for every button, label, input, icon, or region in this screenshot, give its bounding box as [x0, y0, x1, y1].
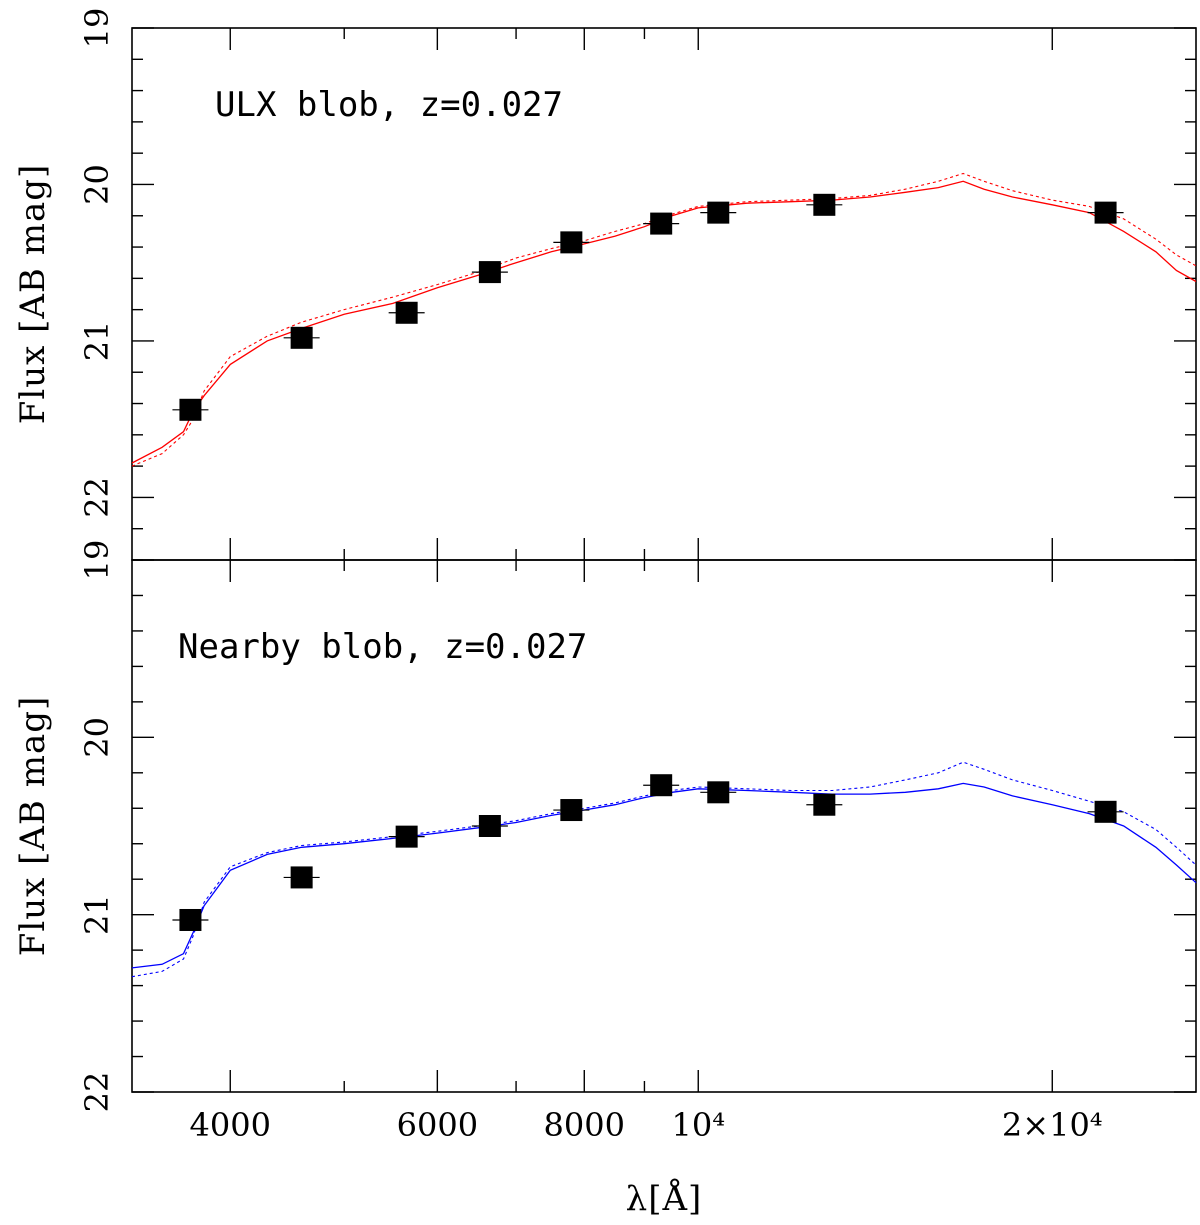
top-model-sed-dotted — [131, 172, 1197, 467]
point-marker — [179, 398, 202, 421]
x-tick-label: 8000 — [544, 1106, 625, 1144]
photometry-point — [553, 231, 590, 254]
point-marker — [560, 231, 583, 254]
photometry-point — [283, 326, 320, 349]
y-tick-label: 20 — [78, 717, 116, 758]
photometry-point — [643, 212, 680, 235]
photometry-point — [172, 908, 209, 931]
photometry-point — [553, 799, 590, 822]
bottom-panel-frame — [131, 559, 1197, 1093]
y-tick-label: 19 — [78, 540, 116, 581]
x-tick-label: 6000 — [397, 1106, 478, 1144]
y-tick-label: 19 — [78, 8, 116, 49]
point-marker — [290, 866, 313, 889]
point-marker — [1094, 800, 1117, 823]
photometry-point — [283, 866, 320, 889]
bottom-y-axis-title: Flux [AB mag] — [13, 696, 53, 957]
y-tick-label: 21 — [78, 894, 116, 935]
point-marker — [478, 261, 501, 284]
photometry-point — [471, 815, 508, 837]
point-marker — [395, 825, 418, 848]
photometry-point — [1087, 201, 1124, 224]
x-axis-title: λ[Å] — [626, 1178, 703, 1219]
point-marker — [179, 908, 202, 931]
photometry-point — [172, 398, 209, 421]
photometry-point — [643, 774, 680, 797]
point-marker — [1094, 201, 1117, 224]
photometry-point — [471, 261, 508, 284]
point-marker — [650, 774, 673, 797]
top-panel-annotation: ULX blob, z=0.027 — [215, 85, 563, 125]
model-curve-dotted — [131, 172, 1197, 467]
point-marker — [395, 301, 418, 324]
y-tick-label: 22 — [78, 477, 116, 518]
photometry-point — [806, 793, 843, 816]
y-tick-label: 21 — [78, 321, 116, 362]
y-tick-label: 22 — [78, 1072, 116, 1113]
photometry-point — [1087, 800, 1124, 823]
photometry-point — [700, 201, 737, 224]
top-y-axis: 19 20 21 22 — [78, 8, 1196, 561]
point-marker — [650, 212, 673, 235]
point-marker — [707, 201, 730, 224]
point-marker — [813, 793, 836, 816]
y-tick-label: 20 — [78, 164, 116, 205]
x-tick-label: 2×10⁴ — [1002, 1106, 1103, 1144]
bottom-x-axis: 4000 6000 8000 10⁴ 2×10⁴ — [190, 560, 1103, 1144]
photometry-point — [806, 193, 843, 216]
bottom-photometry-points — [172, 774, 1124, 931]
bottom-panel-annotation: Nearby blob, z=0.027 — [178, 627, 587, 667]
photometry-point — [388, 825, 425, 848]
point-marker — [478, 815, 501, 837]
point-marker — [560, 799, 583, 822]
bottom-y-axis: 19 20 21 22 — [78, 540, 1196, 1113]
top-photometry-points — [172, 193, 1124, 421]
point-marker — [813, 193, 836, 216]
top-y-axis-title: Flux [AB mag] — [13, 164, 53, 425]
x-tick-label: 4000 — [190, 1106, 271, 1144]
point-marker — [290, 326, 313, 349]
top-panel: 19 20 21 22 ULX blob, z=0.027 Flux [AB mag] — [13, 8, 1197, 561]
point-marker — [707, 781, 730, 804]
photometry-point — [388, 301, 425, 324]
x-tick-label: 10⁴ — [671, 1106, 725, 1144]
top-x-ticks — [229, 28, 1053, 560]
bottom-panel: 19 20 21 22 4000 6000 8000 10⁴ 2×10⁴ Nearby blo… — [13, 540, 1197, 1144]
photometry-point — [700, 781, 737, 804]
